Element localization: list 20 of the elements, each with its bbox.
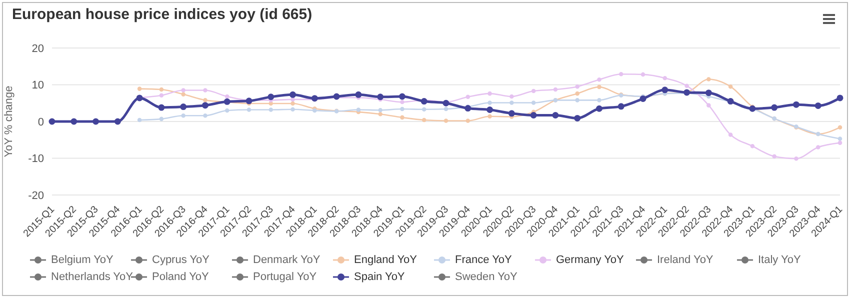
legend-label: Sweden YoY [455,271,518,283]
chart-title: European house price indices yoy (id 665) [12,6,312,23]
legend-label: Portugal YoY [253,271,317,283]
y-tick-label: 0 [38,116,44,128]
legend-label: England YoY [354,254,418,266]
legend-label: Germany YoY [556,254,624,266]
legend-label: Ireland YoY [657,254,714,266]
y-axis-title: YoY % change [2,86,15,158]
y-tick-label: 10 [32,80,44,92]
y-tick-label: -20 [28,190,44,202]
legend-label: Poland YoY [152,271,209,283]
y-tick-label: 20 [32,42,44,55]
legend-label: Cyprus YoY [152,254,210,266]
legend-label: Netherlands YoY [51,271,133,283]
y-tick-label: -10 [28,153,44,166]
legend-label: Spain YoY [354,271,405,283]
legend-label: Belgium YoY [51,254,114,266]
legend-label: Italy YoY [758,254,801,266]
legend-label: France YoY [455,254,512,266]
legend-label: Denmark YoY [253,254,320,266]
